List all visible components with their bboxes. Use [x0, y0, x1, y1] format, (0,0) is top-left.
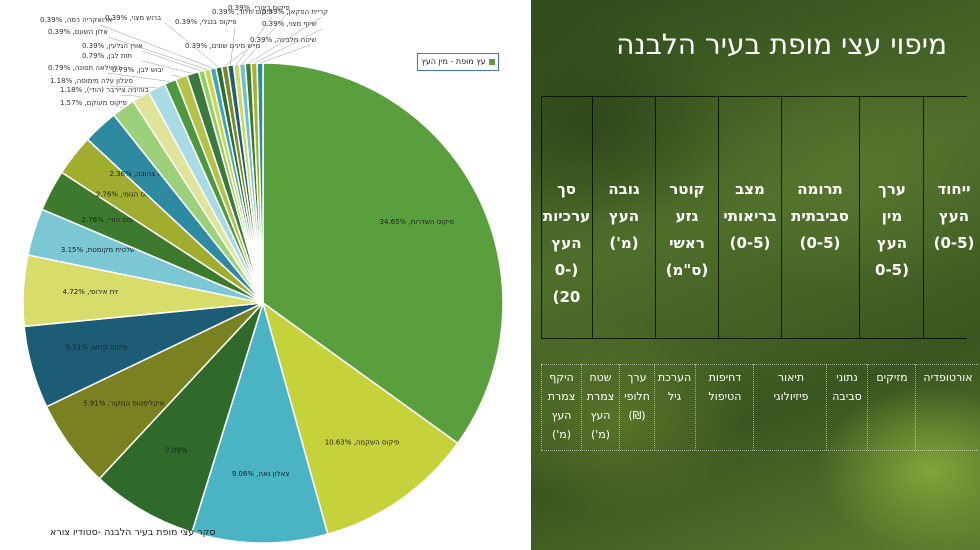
- slice-label: איקליפטוס המקור, 5.91%: [83, 399, 165, 407]
- leader-line: [230, 26, 236, 66]
- leader-line: [141, 50, 202, 72]
- sub-col-treatment-urgency: דחיפות הטיפול: [708, 371, 742, 403]
- sub-col-pests: מזיקים: [876, 371, 908, 384]
- chart-caption: סקר עצי מופת בעיר הלבנה -סטודיו צורא: [50, 527, 216, 538]
- sub-col-replacement-value: ערך חלופי (₪): [624, 371, 650, 422]
- leader-line: [119, 94, 141, 97]
- slice-label: שיזף מצוי, 0.39%: [262, 20, 317, 28]
- leader-line: [164, 22, 219, 68]
- slice-label: בוהיניה ציירבר (הודי), 1.18%: [60, 86, 149, 94]
- slice-label: תות לבן, 0.79%: [82, 52, 132, 60]
- slice-label: מייש מינים שונים, 0.39%: [185, 42, 260, 50]
- sub-col-canopy-area: שטח צמרת העץ (מ'): [586, 371, 615, 441]
- leader-line: [253, 28, 323, 64]
- leader-line: [107, 36, 208, 70]
- pie-slice: [98, 302, 264, 534]
- slice-label: יבוש לבן, 0.79%: [112, 66, 164, 74]
- slice-label: זית אירופי, 4.72%: [63, 288, 119, 296]
- header-col-total-value: סך ערכיות העץ (0-20): [542, 180, 591, 306]
- pie-slice: [262, 62, 504, 445]
- sub-col-orthopedics: אורטופדיה: [923, 371, 973, 384]
- slice-label: פיקוס מעוקם, 1.57%: [60, 99, 127, 107]
- header-col-tree-uniqueness: ייחוד העץ (0-5): [933, 180, 975, 252]
- header-col-health-condition: מצב בריאותי (0-5): [723, 180, 777, 252]
- sub-col-age-estimate: הערכת גיל: [657, 371, 692, 403]
- leader-line: [248, 16, 323, 64]
- leader-line: [107, 72, 171, 82]
- slice-label: אלביציה צהובה, 2.36%: [109, 170, 182, 178]
- header-col-trunk-diameter: קוטר גזע ראשי (ס"מ): [665, 180, 709, 279]
- leader-line: [99, 24, 214, 69]
- legend-swatch: [488, 58, 495, 65]
- legend-entry: עץ מופת - מין העץ: [421, 57, 486, 66]
- chart-legend: עץ מופת - מין העץ: [417, 53, 499, 71]
- slice-label: סיגלון עלה מימוסה, 1.18%: [50, 77, 133, 85]
- slice-label: צאלון נאה, 9.06%: [232, 470, 290, 478]
- slice-label: אלון השעם, 0.39%: [48, 28, 108, 36]
- slice-label: 7.09%: [165, 447, 188, 455]
- slide-title: מיפוי עצי מופת בעיר הלבנה: [616, 28, 947, 61]
- pie-chart: פיקוס השדרות, 34.65% פיקוס השקמה, 10.63% צ…: [22, 4, 504, 544]
- slice-label: אורן הגלעין, 0.39%: [82, 42, 143, 50]
- slice-label: פיקוס כינורי, 0.39%: [228, 4, 290, 12]
- leader-line: [109, 85, 157, 89]
- leader-line: [171, 74, 182, 78]
- slice-label: שלטית מקומטת, 3.15%: [61, 246, 135, 254]
- slice-label: פיקוס קדוש, 5.51%: [66, 343, 128, 351]
- slice-label: ברוש מצוי, 0.39%: [105, 14, 161, 22]
- header-col-species-value: ערך מין העץ (0-5: [875, 180, 909, 279]
- leader-line: [242, 12, 289, 65]
- slice-label: שיטה מלבינה, 0.39%: [250, 36, 316, 44]
- sub-col-canopy-circumference: היקף צמרת העץ (מ'): [547, 371, 576, 441]
- slice-label: גרווילאה חסונה, 0.79%: [48, 64, 121, 72]
- leader-line: [259, 44, 311, 64]
- leader-line: [236, 16, 273, 65]
- slice-label: פיקוס חלוד, 0.39%: [212, 8, 273, 16]
- slice-label: קריית הפקאן, 0.39%: [262, 8, 328, 16]
- header-col-tree-height: גובה העץ (מ'): [608, 180, 640, 252]
- slice-label: פיקוס השדרות, 34.65%: [380, 218, 455, 226]
- slice-label: פיקוס הגומי, 2.76%: [96, 191, 158, 199]
- header-col-environmental-contribution: תרומה סביבתית (0-5): [791, 180, 849, 252]
- slice-label: פיקוס בנגלי, 0.39%: [175, 18, 237, 26]
- slice-label: טיפוס הודי, 2.76%: [82, 216, 140, 224]
- slice-label: ארואקריה רמה, 0.39%: [40, 16, 113, 24]
- leader-line: [224, 50, 246, 67]
- sub-col-environment-data: נתוני סביבה: [832, 371, 862, 403]
- pie-slice: [191, 300, 329, 544]
- chart-panel: פיקוס השדרות, 34.65% פיקוס השקמה, 10.63% צ…: [22, 4, 504, 544]
- leader-line: [141, 60, 193, 74]
- slice-label: פיקוס השקמה, 10.63%: [325, 439, 400, 447]
- sub-col-physiological-description: תיאור פיזיולוגי: [773, 371, 809, 403]
- slide-panel: מיפוי עצי מופת בעיר הלבנה ייחוד העץ (0-5) …: [531, 0, 980, 550]
